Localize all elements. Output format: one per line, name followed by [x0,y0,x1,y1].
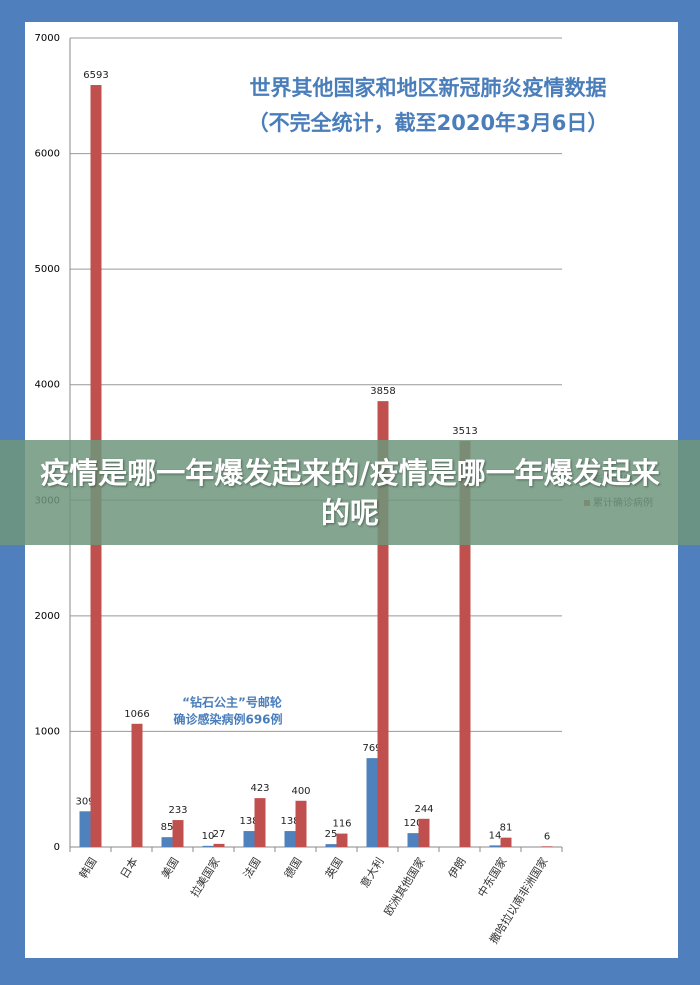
value-label: 309 [75,796,94,807]
bar [500,837,512,847]
bar [202,845,214,847]
annotation: “钻石公主”号邮轮 [182,695,283,710]
value-label: 138 [280,816,299,827]
annotation: 确诊感染病例696例 [173,712,282,727]
bar [336,833,348,847]
y-tick-label: 1000 [35,726,60,737]
bar [172,820,184,847]
value-label: 3513 [452,426,477,437]
value-label: 27 [213,829,226,840]
bar [377,401,389,847]
bar [418,818,430,847]
bar [366,758,378,847]
value-label: 1066 [124,709,149,720]
y-tick-label: 4000 [35,380,60,391]
banner: 疫情是哪一年爆发起来的/疫情是哪一年爆发起来的呢 [0,440,700,545]
bar [541,846,553,847]
value-label: 14 [489,830,502,841]
bar [131,723,143,847]
y-tick-label: 5000 [35,264,60,275]
value-label: 81 [500,823,513,834]
value-label: 120 [403,818,422,829]
value-label: 6593 [83,70,108,81]
value-label: 244 [414,804,433,815]
value-label: 85 [161,822,174,833]
value-label: 116 [332,819,351,830]
value-label: 769 [362,743,381,754]
bar [459,440,471,847]
bar [213,843,225,847]
y-tick-label: 6000 [35,149,60,160]
value-label: 233 [168,805,187,816]
chart-subtitle: （不完全统计，截至2020年3月6日） [248,111,609,135]
bar [325,844,337,847]
bar [295,800,307,847]
bar [254,798,266,847]
chart-title: 世界其他国家和地区新冠肺炎疫情数据 [250,76,607,100]
value-label: 25 [325,829,338,840]
bar [489,845,501,847]
y-tick-label: 0 [54,842,60,853]
value-label: 423 [250,783,269,794]
value-label: 3858 [370,386,395,397]
value-label: 10 [202,831,215,842]
value-label: 400 [291,786,310,797]
value-label: 138 [239,816,258,827]
bar [161,837,173,847]
y-tick-label: 2000 [35,611,60,622]
bar [407,833,419,847]
bar [79,811,91,847]
bar [243,831,255,847]
banner-text: 疫情是哪一年爆发起来的/疫情是哪一年爆发起来的呢 [40,455,660,530]
bar [284,831,296,847]
y-tick-label: 7000 [35,33,60,44]
value-label: 6 [544,831,550,842]
